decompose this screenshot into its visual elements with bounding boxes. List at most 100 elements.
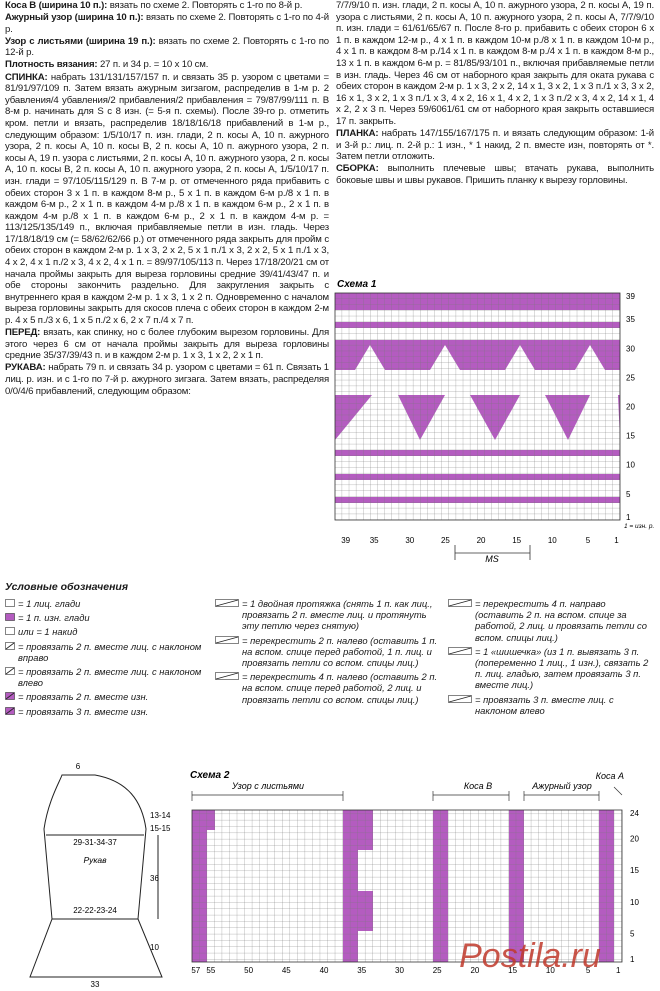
sleeve-label: 29-31-34-37: [73, 838, 117, 847]
paragraph-lead: ПЛАНКА:: [336, 128, 379, 140]
legend-item: = перекрестить 4 п. налево (оставить 2 п…: [215, 671, 440, 705]
sleeve-label: 6: [76, 762, 81, 771]
legend-text: = провязать 2 п. вместе лиц. с наклоном …: [18, 666, 202, 689]
symbol-box: [5, 613, 15, 622]
symbol-stroke: [5, 667, 15, 675]
paragraph-lead: Ажурный узор (ширина 10 п.):: [5, 12, 144, 24]
section-label: Узор с листьями: [231, 781, 304, 791]
column-number: 30: [395, 966, 404, 975]
paragraph: ПЕРЕД: вязать, как спинку, но с более гл…: [5, 327, 329, 362]
row-number: 5: [626, 490, 631, 499]
legend-symbol: [5, 641, 15, 650]
sleeve-label: 36: [150, 874, 159, 883]
paragraph-lead: СПИНКА:: [5, 71, 48, 83]
paragraph-text: 7/7/9/10 п. изн. глади, 2 п. косы А, 10 …: [336, 0, 654, 127]
column-number: 30: [405, 536, 414, 545]
paragraph: Коса В (ширина 10 п.): вязать по схеме 2…: [5, 0, 329, 12]
paragraph: ПЛАНКА: набрать 147/155/167/175 п. и вяз…: [336, 128, 654, 163]
row-number: 20: [626, 403, 635, 412]
bottom-diagrams: 6 13-14 15-15 29-31-34-37 Рукав 36 22-22…: [29, 762, 639, 989]
legend-item: = провязать 3 п. вместе изн.: [5, 706, 210, 717]
legend-text: = провязать 2 п. вместе лиц. с наклоном …: [18, 640, 202, 663]
section-label: Коса В: [464, 781, 492, 791]
legend-symbol: [448, 694, 472, 703]
paragraph: СПИНКА: набрать 131/131/157/157 п. и свя…: [5, 72, 329, 327]
symbol-stroke: [448, 599, 472, 607]
section-brackets: [191, 786, 623, 801]
column-number: 57: [191, 966, 200, 975]
legend-item: = перекрестить 2 п. налево (оставить 1 п…: [215, 635, 440, 669]
column-number: 10: [548, 536, 557, 545]
paragraph-text: вязать по схеме 2. Повторять с 1-го по 4…: [5, 12, 329, 35]
legend-symbol: [448, 647, 472, 655]
legend-text: или = 1 накид: [18, 626, 78, 638]
legend-text: = 1 п. изн. глади: [18, 612, 90, 624]
row-number: 25: [626, 373, 635, 382]
legend-item: = 1 лиц. глади: [5, 598, 210, 609]
column-number: 55: [206, 966, 215, 975]
symbol-stroke: [215, 599, 239, 607]
column-number: 39: [341, 536, 350, 545]
legend-text: = провязать 3 п. вместе изн.: [18, 705, 149, 717]
legend-item: = 1 двойная протяжка (снять 1 п. как лиц…: [215, 598, 440, 632]
paragraph-lead: ПЕРЕД:: [5, 327, 41, 339]
scheme-title: Схема 1: [337, 279, 377, 290]
column-number: 15: [512, 536, 521, 545]
row-number: 1: [626, 513, 631, 522]
legend-symbol: [448, 599, 472, 607]
legend-text: = перекрестить 2 п. налево (оставить 1 п…: [242, 634, 438, 669]
paragraph-text: 27 п. и 34 р. = 10 х 10 см.: [99, 59, 209, 71]
legend-title: Условные обозначения: [5, 581, 129, 593]
column-number: 20: [470, 966, 479, 975]
symbol-stroke: [448, 695, 472, 703]
legend-symbol: [215, 672, 239, 681]
legend-text: = 1 лиц. глади: [18, 598, 81, 609]
paragraph-text: набрать 79 п. и связать 34 р. узором с ц…: [5, 362, 329, 397]
paragraph-lead: Узор с листьями (ширина 19 п.):: [5, 35, 156, 47]
column-number: 35: [357, 966, 366, 975]
legend-item: = провязать 3 п. вместе лиц. с наклоном …: [448, 694, 656, 716]
paragraph: Узор с листьями (ширина 19 п.): вязать п…: [5, 36, 329, 59]
paragraph-text: вязать по схеме 2. Повторять с 1-го по 8…: [109, 0, 303, 11]
row-number: 15: [626, 432, 635, 441]
sleeve-label: 10: [150, 943, 159, 952]
sleeve-label: 15-15: [150, 824, 171, 833]
column-number: 15: [508, 966, 517, 975]
paragraph: 7/7/9/10 п. изн. глади, 2 п. косы А, 10 …: [336, 0, 654, 128]
watermark: Postila.ru: [459, 937, 601, 975]
scheme-2-grid: [191, 809, 623, 963]
repeat-label: MS: [485, 554, 499, 564]
legend-text: = 1 «шишечка» (из 1 п. вывязать 3 п. (по…: [475, 645, 649, 691]
sleeve-label: 22-22-23-24: [73, 906, 117, 915]
legend-symbol: [5, 613, 15, 622]
sleeve-name: Рукав: [83, 855, 107, 865]
legend-symbol: [215, 635, 239, 644]
row-number: 39: [626, 292, 635, 301]
paragraph: РУКАВА: набрать 79 п. и связать 34 р. уз…: [5, 362, 329, 397]
legend-item: или = 1 накид: [5, 626, 210, 637]
scheme-title: Схема 2: [190, 770, 230, 781]
row-number: 35: [626, 315, 635, 324]
column-number: 50: [244, 966, 253, 975]
scheme-1: Схема 1 MS 1 = изн. р. 39353025201510513…: [334, 279, 654, 564]
column-number: 1: [614, 536, 619, 545]
legend-item: = перекрестить 4 п. направо (оставить 2 …: [448, 598, 656, 643]
paragraph-text: выполнить плечевые швы; втачать рукава, …: [336, 163, 654, 186]
paragraph-lead: РУКАВА:: [5, 362, 46, 374]
legend-symbol: [5, 706, 15, 715]
row-number: 1: [630, 955, 635, 964]
legend-item: = 1 «шишечка» (из 1 п. вывязать 3 п. (по…: [448, 646, 656, 691]
legend-item: = 1 п. изн. глади: [5, 612, 210, 623]
column-number: 1: [616, 966, 621, 975]
section-label: Коса А: [596, 771, 624, 781]
legend-text: = провязать 2 п. вместе изн.: [18, 691, 149, 703]
legend-symbol: [5, 667, 15, 675]
legend-text: = провязать 3 п. вместе лиц. с наклоном …: [475, 693, 614, 716]
paragraph-text: набрать 147/155/167/175 п. и вязать след…: [336, 128, 654, 163]
paragraph-lead: СБОРКА:: [336, 163, 379, 175]
column-number: 25: [441, 536, 450, 545]
legend-symbol: [5, 627, 15, 636]
symbol-box: [5, 627, 15, 636]
scheme-1-grid: [334, 292, 621, 521]
